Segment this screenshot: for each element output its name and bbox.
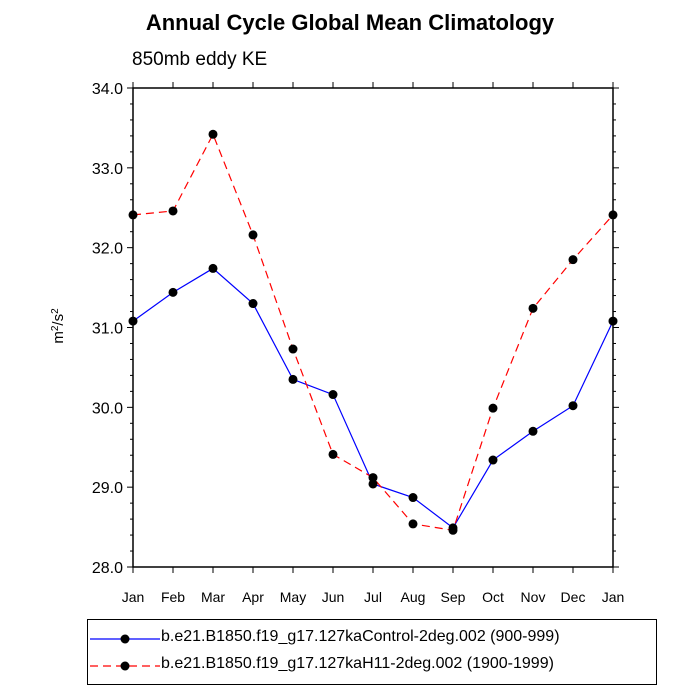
series-1-point (248, 230, 258, 240)
legend-label-h11: b.e21.B1850.f19_g17.127kaH11-2deg.002 (1… (161, 655, 554, 672)
legend-entry-h11: b.e21.B1850.f19_g17.127kaH11-2deg.002 (1… (88, 653, 656, 679)
series-line-1 (132, 132, 614, 531)
y-tick-label: 28.0 (92, 560, 123, 577)
x-tick-label: Sep (441, 589, 466, 605)
y-axis-label-sup1: 2 (50, 325, 61, 331)
series-1-point (368, 473, 378, 483)
x-tick-label: May (280, 589, 306, 605)
x-tick-label: Aug (401, 589, 426, 605)
chart-title: Annual Cycle Global Mean Climatology (145, 10, 555, 35)
series-1-point (168, 206, 178, 216)
series-0-point (608, 316, 618, 326)
x-tick-label: Feb (161, 589, 185, 605)
series-0-point (328, 390, 338, 400)
series-1-point (608, 210, 618, 220)
x-tick-label: Jan (122, 589, 145, 605)
x-tick-label: Jun (322, 589, 345, 605)
legend-label-control: b.e21.B1850.f19_g17.127kaControl-2deg.00… (161, 628, 560, 645)
series-0-point (168, 287, 178, 297)
chart-subtitle: 850mb eddy KE (132, 49, 268, 70)
y-tick-label: 30.0 (92, 400, 123, 417)
series-1-point (128, 210, 138, 220)
y-axis-label-mid: /s (50, 314, 67, 326)
legend-entry-control: b.e21.B1850.f19_g17.127kaControl-2deg.00… (88, 626, 656, 652)
series-0-point (128, 316, 138, 326)
x-tick-label: Jul (364, 589, 382, 605)
series-1-point (328, 449, 338, 459)
x-tick-label: Dec (561, 589, 586, 605)
x-tick-label: Mar (201, 589, 225, 605)
y-axis-label-sup2: 2 (50, 308, 61, 314)
y-tick-label: 29.0 (92, 480, 123, 497)
series-0-point (288, 374, 298, 384)
y-tick-label: 34.0 (92, 81, 123, 98)
series-0-point (528, 426, 538, 436)
y-tick-label: 33.0 (92, 161, 123, 178)
plot-frame (132, 87, 614, 568)
x-tick-label: Oct (482, 589, 504, 605)
series-0-point (488, 455, 498, 465)
y-tick-label: 32.0 (92, 241, 123, 258)
y-axis-label: m2/s2 (50, 308, 68, 344)
series-1-point (288, 344, 298, 354)
x-tick-label: Jan (602, 589, 625, 605)
series-1-point (448, 525, 458, 535)
series-1-point (408, 519, 418, 529)
series-0-point (568, 401, 578, 411)
series-1-point (488, 403, 498, 413)
series-1-point (208, 129, 218, 139)
legend-sample-control (90, 634, 160, 644)
series-0-point (368, 479, 378, 489)
y-tick-label: 31.0 (92, 321, 123, 338)
series-1-point (568, 255, 578, 265)
series-0-point (208, 263, 218, 273)
series-line-0 (132, 267, 614, 529)
x-tick-label: Nov (521, 589, 546, 605)
series-0-point (408, 493, 418, 503)
y-axis-label-base: m (50, 331, 67, 344)
legend-sample-h11 (90, 661, 160, 671)
series-0-point (248, 299, 258, 309)
legend: b.e21.B1850.f19_g17.127kaControl-2deg.00… (87, 619, 657, 685)
series-1-point (528, 303, 538, 313)
x-tick-label: Apr (242, 589, 264, 605)
